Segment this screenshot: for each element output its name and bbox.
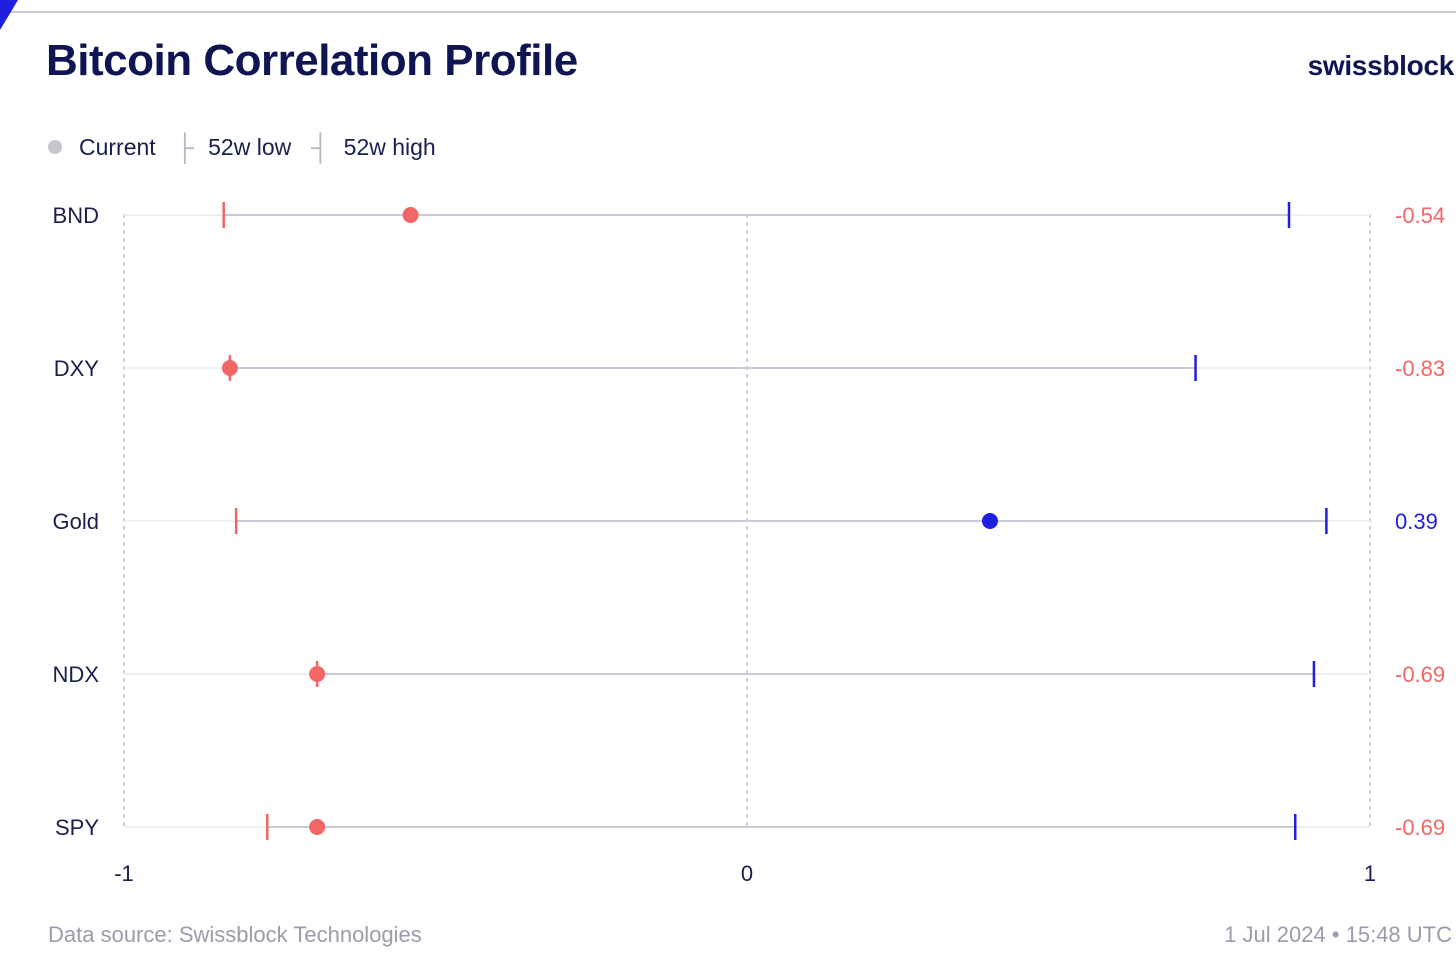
legend: Current ├ 52w low ┤ 52w high (48, 130, 456, 164)
corner-mark (0, 0, 18, 30)
top-rule (0, 11, 1456, 13)
legend-item-low: ├ 52w low (176, 132, 292, 163)
legend-high-label: 52w high (343, 133, 436, 160)
category-label: BND (53, 203, 99, 228)
value-label: 0.39 (1395, 509, 1438, 534)
value-label: -0.69 (1395, 662, 1445, 687)
current-point (221, 360, 238, 376)
category-label: SPY (55, 815, 99, 840)
legend-current-label: Current (79, 133, 156, 160)
current-point (981, 513, 998, 529)
value-label: -0.69 (1395, 815, 1445, 840)
current-dot-icon (48, 140, 62, 154)
value-label: -0.54 (1395, 203, 1445, 228)
x-tick-label: -1 (114, 861, 134, 886)
category-label: NDX (53, 662, 100, 687)
timestamp: 1 Jul 2024 • 15:48 UTC (1224, 922, 1452, 947)
high-marker-icon: ┤ (311, 131, 330, 162)
current-point (402, 207, 419, 223)
x-tick-label: 0 (741, 861, 753, 886)
legend-low-label: 52w low (208, 133, 292, 160)
chart-title: Bitcoin Correlation Profile (46, 36, 578, 85)
x-tick-label: 1 (1364, 861, 1376, 886)
current-point (309, 666, 326, 682)
value-label: -0.83 (1395, 356, 1445, 381)
category-label: Gold (53, 509, 99, 534)
brand-logo: swissblock (1307, 50, 1455, 81)
low-marker-icon: ├ (175, 131, 195, 162)
category-label: DXY (54, 356, 100, 381)
data-source: Data source: Swissblock Technologies (48, 922, 422, 947)
legend-item-high: ┤ 52w high (311, 132, 436, 163)
current-point (309, 819, 326, 835)
legend-item-current: Current (48, 134, 156, 161)
